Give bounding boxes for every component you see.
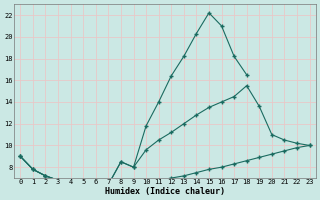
X-axis label: Humidex (Indice chaleur): Humidex (Indice chaleur)	[105, 187, 225, 196]
